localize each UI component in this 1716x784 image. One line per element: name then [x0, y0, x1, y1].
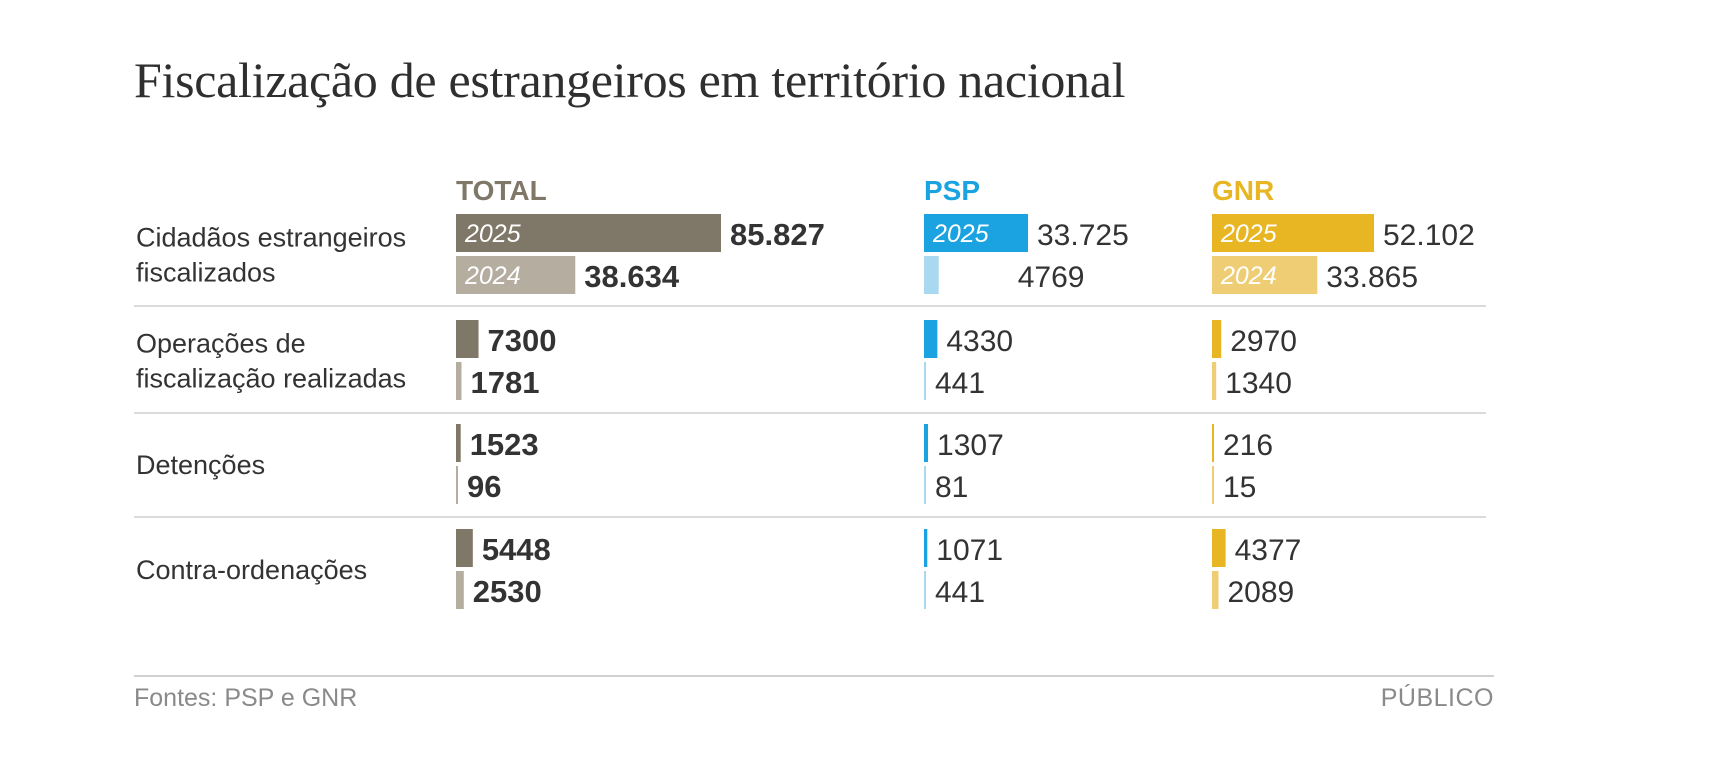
bar-gnr-2024 — [1212, 466, 1214, 504]
bar-gnr-2024 — [1212, 256, 1318, 294]
value-label-gnr-2025: 4377 — [1235, 534, 1302, 567]
bar-gnr-2024 — [1212, 362, 1217, 400]
year-label-psp-2025: 2025 — [932, 220, 989, 248]
bar-total-2025 — [456, 214, 721, 252]
value-label-gnr-2024: 1340 — [1225, 367, 1292, 400]
publisher-brand: PÚBLICO — [1380, 684, 1494, 712]
value-label-total-2024: 96 — [467, 469, 501, 504]
row-label: fiscalização realizadas — [136, 364, 406, 394]
value-label-psp-2024: 441 — [935, 367, 985, 400]
value-label-gnr-2025: 2970 — [1230, 325, 1297, 358]
column-header-psp: PSP — [924, 175, 980, 206]
row-label: Detenções — [136, 450, 265, 480]
bar-psp-2024 — [924, 571, 926, 609]
column-header-total: TOTAL — [456, 175, 547, 206]
year-label-gnr-2025: 2025 — [1220, 220, 1277, 248]
value-label-gnr-2025: 216 — [1223, 429, 1273, 462]
value-label-gnr-2024: 33.865 — [1326, 261, 1418, 294]
bar-psp-2024 — [924, 256, 939, 294]
value-label-psp-2024: 441 — [935, 576, 985, 609]
value-label-gnr-2024: 15 — [1223, 471, 1256, 504]
year-label-total-2025: 2025 — [464, 220, 521, 248]
bar-psp-2024 — [924, 466, 926, 504]
bar-psp-2025 — [924, 529, 928, 567]
row-label: Cidadãos estrangeiros — [136, 223, 406, 253]
year-label-psp-2024: 2024 — [945, 262, 1002, 290]
bar-psp-2025 — [924, 320, 938, 358]
value-label-total-2025: 85.827 — [730, 217, 825, 252]
value-label-total-2024: 38.634 — [584, 259, 680, 294]
bar-total-2024 — [456, 571, 464, 609]
bar-psp-2024 — [924, 362, 926, 400]
chart-title: Fiscalização de estrangeiros em territór… — [134, 52, 1126, 108]
source-note: Fontes: PSP e GNR — [134, 684, 358, 712]
value-label-gnr-2024: 2089 — [1227, 576, 1294, 609]
bar-total-2025 — [456, 424, 461, 462]
footer-divider — [134, 675, 1494, 677]
bar-total-2025 — [456, 529, 473, 567]
bar-gnr-2025 — [1212, 529, 1226, 567]
bar-gnr-2025 — [1212, 320, 1222, 358]
bar-total-2024 — [456, 466, 458, 504]
year-label-gnr-2024: 2024 — [1220, 262, 1277, 290]
bar-gnr-2024 — [1212, 571, 1219, 609]
column-header-gnr: GNR — [1212, 175, 1274, 206]
value-label-total-2024: 1781 — [470, 365, 539, 400]
value-label-total-2025: 7300 — [488, 323, 557, 358]
value-label-gnr-2025: 52.102 — [1383, 219, 1475, 252]
row-label: fiscalizados — [136, 258, 276, 288]
row-label: Operações de — [136, 329, 306, 359]
bar-gnr-2025 — [1212, 214, 1374, 252]
value-label-total-2025: 1523 — [470, 427, 539, 462]
bar-psp-2025 — [924, 214, 1028, 252]
value-label-psp-2024: 81 — [935, 471, 968, 504]
bar-total-2024 — [456, 362, 462, 400]
value-label-psp-2025: 1071 — [936, 534, 1003, 567]
bar-gnr-2025 — [1212, 424, 1214, 462]
year-label-total-2024: 2024 — [464, 262, 521, 290]
value-label-psp-2024: 4769 — [1018, 261, 1085, 294]
row-label: Contra-ordenações — [136, 555, 367, 585]
value-label-psp-2025: 4330 — [946, 325, 1013, 358]
value-label-psp-2025: 1307 — [937, 429, 1004, 462]
bar-psp-2025 — [924, 424, 929, 462]
value-label-total-2025: 5448 — [482, 532, 551, 567]
value-label-total-2024: 2530 — [473, 574, 542, 609]
value-label-psp-2025: 33.725 — [1037, 219, 1129, 252]
bar-total-2025 — [456, 320, 479, 358]
bar-total-2024 — [456, 256, 576, 294]
